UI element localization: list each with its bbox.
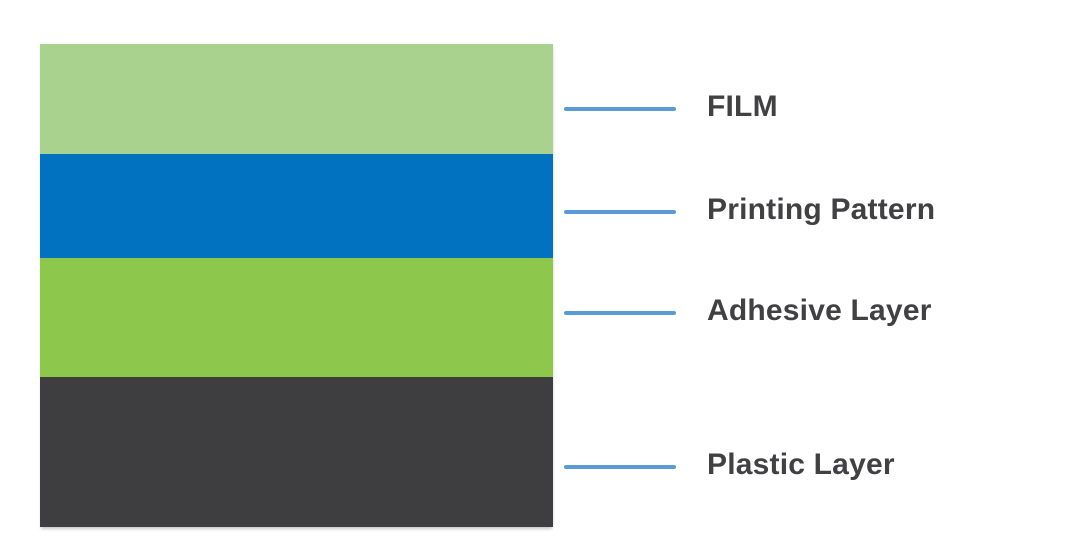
layer-label-printing-pattern: Printing Pattern [707, 193, 936, 226]
annotation-adhesive-layer: Adhesive Layer [564, 291, 932, 335]
connector-line [564, 465, 676, 469]
layer-rect-printing-pattern [40, 154, 553, 258]
annotation-plastic-layer: Plastic Layer [564, 445, 895, 489]
connector-line [564, 311, 676, 315]
layer-label-adhesive-layer: Adhesive Layer [707, 294, 932, 327]
layer-stack [40, 44, 553, 527]
layer-label-plastic-layer: Plastic Layer [707, 448, 895, 481]
connector-line [564, 107, 676, 111]
layer-rect-film [40, 44, 553, 154]
annotation-film: FILM [564, 87, 778, 131]
layer-rect-plastic-layer [40, 377, 553, 527]
connector-line [564, 210, 676, 214]
layer-rect-adhesive-layer [40, 258, 553, 377]
layer-label-film: FILM [707, 90, 778, 123]
annotation-printing-pattern: Printing Pattern [564, 190, 935, 234]
